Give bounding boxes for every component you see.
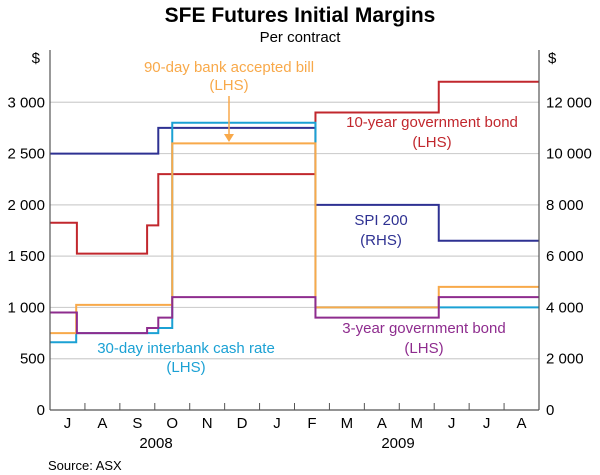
- right-tick-label: 6 000: [546, 248, 584, 265]
- month-label: S: [132, 415, 142, 432]
- month-label: N: [202, 415, 213, 432]
- right-tick-label: 4 000: [546, 299, 584, 316]
- annotation-label: 10-year government bond: [346, 114, 518, 131]
- series-30-day-interbank-cash-rate: [50, 121, 539, 344]
- annotation-sub: (LHS): [412, 134, 451, 151]
- month-label: F: [307, 415, 316, 432]
- annotation-sub: (LHS): [209, 77, 248, 94]
- series-3-year-government-bond: [50, 296, 539, 335]
- right-axis-unit: $: [548, 50, 557, 67]
- series-90-day-bank-accepted-bill: [50, 142, 539, 335]
- right-tick-label: 0: [546, 402, 554, 419]
- right-tick-label: 8 000: [546, 197, 584, 214]
- right-tick-label: 12 000: [546, 94, 592, 111]
- chart-title: SFE Futures Initial Margins: [165, 4, 436, 27]
- year-label-2008: 2008: [139, 435, 172, 452]
- right-tick-label: 2 000: [546, 351, 584, 368]
- arrow-head-icon: [224, 134, 234, 142]
- month-label: A: [517, 415, 527, 432]
- left-tick-label: 3 000: [7, 94, 45, 111]
- month-label: J: [64, 415, 72, 432]
- month-label: M: [341, 415, 354, 432]
- left-tick-label: 500: [20, 351, 45, 368]
- left-tick-label: 1 500: [7, 248, 45, 265]
- chart-subtitle: Per contract: [260, 29, 342, 46]
- left-tick-label: 0: [37, 402, 45, 419]
- series-spi-200: [50, 126, 539, 242]
- left-axis-unit: $: [32, 50, 41, 67]
- annotation-label: 30-day interbank cash rate: [97, 340, 275, 357]
- month-label: J: [483, 415, 491, 432]
- month-label: J: [273, 415, 281, 432]
- annotation-label: 90-day bank accepted bill: [144, 59, 314, 76]
- annotation-label: SPI 200: [354, 212, 407, 229]
- right-tick-label: 10 000: [546, 146, 592, 163]
- left-tick-label: 1 000: [7, 299, 45, 316]
- annotation-spi-200: SPI 200 (RHS): [354, 212, 407, 249]
- month-label: A: [377, 415, 387, 432]
- annotation-label: 3-year government bond: [342, 320, 505, 337]
- annotation-sub: (LHS): [166, 359, 205, 376]
- month-label: O: [166, 415, 178, 432]
- month-label: M: [411, 415, 424, 432]
- left-axis-ticks: 0 500 1 000 1 500 2 000 2 500 3 000: [7, 94, 45, 419]
- year-label-2009: 2009: [381, 435, 414, 452]
- series-10-year-government-bond: [50, 80, 539, 255]
- annotation-30-day-cash-rate: 30-day interbank cash rate (LHS): [97, 340, 275, 376]
- left-tick-label: 2 000: [7, 197, 45, 214]
- annotation-sub: (RHS): [360, 232, 402, 249]
- annotation-3-year-bond: 3-year government bond (LHS): [342, 320, 505, 357]
- annotation-sub: (LHS): [404, 340, 443, 357]
- month-label: D: [237, 415, 248, 432]
- right-axis-ticks: 0 2 000 4 000 6 000 8 000 10 000 12 000: [546, 94, 592, 419]
- annotation-90-day-bill: 90-day bank accepted bill (LHS): [144, 59, 314, 142]
- annotation-10-year-bond: 10-year government bond (LHS): [346, 114, 518, 151]
- series-lines: [50, 80, 539, 344]
- left-tick-label: 2 500: [7, 146, 45, 163]
- month-label: J: [448, 415, 456, 432]
- source-note: Source: ASX: [48, 458, 122, 473]
- month-label: A: [97, 415, 107, 432]
